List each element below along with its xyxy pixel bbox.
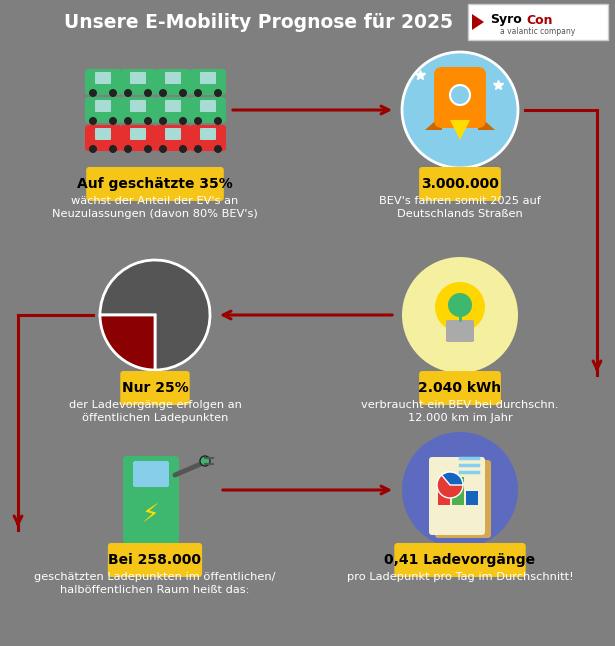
Circle shape (214, 89, 222, 97)
Circle shape (144, 145, 152, 153)
FancyBboxPatch shape (429, 457, 485, 535)
Circle shape (124, 89, 132, 97)
FancyBboxPatch shape (95, 72, 111, 84)
FancyBboxPatch shape (190, 69, 226, 95)
Text: geschätzten Ladepunkten im öffentlichen/
halböffentlichen Raum heißt das:: geschätzten Ladepunkten im öffentlichen/… (34, 572, 276, 595)
FancyBboxPatch shape (95, 128, 111, 140)
FancyBboxPatch shape (200, 128, 216, 140)
FancyBboxPatch shape (120, 69, 156, 95)
Polygon shape (478, 115, 495, 130)
Circle shape (437, 472, 463, 498)
FancyBboxPatch shape (165, 100, 181, 112)
Circle shape (179, 89, 187, 97)
FancyBboxPatch shape (155, 125, 191, 151)
FancyBboxPatch shape (468, 4, 608, 40)
Circle shape (402, 52, 518, 168)
FancyBboxPatch shape (130, 100, 146, 112)
Circle shape (144, 117, 152, 125)
Circle shape (89, 117, 97, 125)
FancyBboxPatch shape (434, 67, 486, 128)
Circle shape (214, 145, 222, 153)
Text: Unsere E-Mobility Prognose für 2025: Unsere E-Mobility Prognose für 2025 (64, 12, 453, 32)
Polygon shape (425, 115, 442, 130)
FancyBboxPatch shape (130, 128, 146, 140)
Wedge shape (100, 315, 155, 370)
Circle shape (450, 85, 470, 105)
Circle shape (89, 89, 97, 97)
FancyBboxPatch shape (95, 100, 111, 112)
Circle shape (194, 145, 202, 153)
Text: der Ladevorgänge erfolgen an
öffentlichen Ladepunkten: der Ladevorgänge erfolgen an öffentliche… (68, 400, 242, 423)
FancyBboxPatch shape (452, 477, 464, 505)
Circle shape (159, 117, 167, 125)
Text: wächst der Anteil der EV's an
Neuzulassungen (davon 80% BEV's): wächst der Anteil der EV's an Neuzulassu… (52, 196, 258, 219)
FancyBboxPatch shape (85, 97, 121, 123)
FancyBboxPatch shape (120, 97, 156, 123)
FancyBboxPatch shape (165, 128, 181, 140)
Circle shape (179, 145, 187, 153)
Circle shape (124, 117, 132, 125)
Circle shape (109, 145, 117, 153)
Text: Bei 258.000: Bei 258.000 (108, 553, 202, 567)
FancyBboxPatch shape (85, 69, 121, 95)
Wedge shape (442, 472, 463, 485)
FancyBboxPatch shape (419, 167, 501, 201)
Polygon shape (472, 14, 484, 30)
Circle shape (448, 293, 472, 317)
FancyBboxPatch shape (466, 491, 478, 505)
FancyBboxPatch shape (85, 125, 121, 151)
Text: Syro: Syro (490, 14, 522, 26)
FancyBboxPatch shape (446, 320, 474, 342)
Text: Auf geschätzte 35%: Auf geschätzte 35% (77, 177, 233, 191)
Text: 0,41 Ladevorgänge: 0,41 Ladevorgänge (384, 553, 536, 567)
Circle shape (109, 117, 117, 125)
Polygon shape (450, 120, 470, 140)
FancyBboxPatch shape (435, 460, 491, 538)
Circle shape (179, 117, 187, 125)
FancyBboxPatch shape (200, 72, 216, 84)
Circle shape (435, 282, 485, 332)
Text: ⚡: ⚡ (142, 503, 160, 527)
Circle shape (124, 145, 132, 153)
Text: 2.040 kWh: 2.040 kWh (418, 381, 502, 395)
FancyBboxPatch shape (190, 125, 226, 151)
FancyBboxPatch shape (120, 125, 156, 151)
Text: verbraucht ein BEV bei durchschn.
12.000 km im Jahr: verbraucht ein BEV bei durchschn. 12.000… (361, 400, 559, 423)
FancyBboxPatch shape (190, 97, 226, 123)
Text: pro Ladepunkt pro Tag im Durchschnitt!: pro Ladepunkt pro Tag im Durchschnitt! (347, 572, 573, 582)
Circle shape (144, 89, 152, 97)
FancyBboxPatch shape (86, 167, 224, 201)
FancyBboxPatch shape (130, 72, 146, 84)
Text: Con: Con (526, 14, 552, 26)
Circle shape (89, 145, 97, 153)
Circle shape (194, 117, 202, 125)
FancyBboxPatch shape (155, 69, 191, 95)
Circle shape (194, 89, 202, 97)
FancyBboxPatch shape (133, 461, 169, 487)
FancyBboxPatch shape (419, 371, 501, 405)
FancyBboxPatch shape (123, 456, 179, 544)
Circle shape (402, 432, 518, 548)
Circle shape (200, 456, 210, 466)
Text: a valantic company: a valantic company (501, 26, 576, 36)
FancyBboxPatch shape (108, 543, 202, 577)
FancyBboxPatch shape (165, 72, 181, 84)
FancyBboxPatch shape (394, 543, 526, 577)
FancyBboxPatch shape (438, 487, 450, 505)
FancyBboxPatch shape (200, 100, 216, 112)
Text: Nur 25%: Nur 25% (122, 381, 188, 395)
Circle shape (402, 257, 518, 373)
Text: BEV's fahren somit 2025 auf
Deutschlands Straßen: BEV's fahren somit 2025 auf Deutschlands… (379, 196, 541, 219)
Wedge shape (100, 260, 210, 370)
Circle shape (159, 89, 167, 97)
FancyBboxPatch shape (121, 371, 189, 405)
Circle shape (159, 145, 167, 153)
Circle shape (109, 89, 117, 97)
Circle shape (214, 117, 222, 125)
Text: 3.000.000: 3.000.000 (421, 177, 499, 191)
FancyBboxPatch shape (155, 97, 191, 123)
